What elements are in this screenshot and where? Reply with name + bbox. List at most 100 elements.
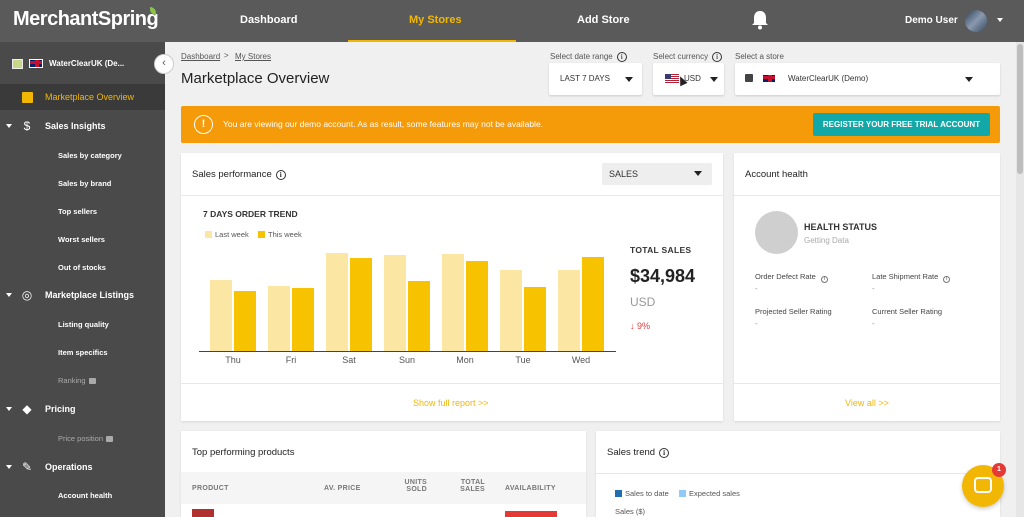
store-name: WaterClearUK (De... [49,59,125,68]
avatar[interactable] [965,10,987,32]
health-status-indicator [755,211,798,254]
section-label: Pricing [45,404,76,414]
show-full-report-link[interactable]: Show full report >> [413,398,489,408]
breadcrumb-my-stores[interactable]: My Stores [235,52,272,61]
sidebar-item-out-of-stocks[interactable]: Out of stocks [58,263,106,272]
legend-label: Expected sales [689,489,740,498]
shopping-bag-icon [745,74,753,82]
user-name[interactable]: Demo User [905,15,958,26]
bell-icon[interactable] [751,10,769,30]
health-status-title: HEALTH STATUS [804,222,877,232]
top-navbar: MerchantSpring Dashboard My Stores Add S… [0,0,1024,42]
sidebar-item-listing-quality[interactable]: Listing quality [58,320,109,329]
nav-add-store[interactable]: Add Store [577,14,630,26]
us-flag-icon [665,74,679,83]
sidebar-item-sales-by-brand[interactable]: Sales by brand [58,179,112,188]
divider [596,473,1000,474]
sidebar-item-account-health[interactable]: Account health [58,491,113,500]
bar-tue-this-week [524,287,546,351]
bar-mon-this-week [466,261,488,351]
info-icon[interactable]: i [712,52,723,62]
info-icon[interactable]: i [943,276,951,283]
x-tick-label: Fri [286,355,297,365]
uk-flag-icon [762,74,776,83]
sidebar-item-sales-by-category[interactable]: Sales by category [58,151,122,160]
metric-select[interactable]: SALES [602,163,712,185]
card-title-text: Sales trend [607,447,656,458]
chevron-down-icon [625,77,633,82]
divider [181,195,723,196]
chat-badge: 1 [992,463,1006,477]
date-range-select[interactable]: LAST 7 DAYS [549,63,642,95]
logo[interactable]: MerchantSpring [13,7,164,31]
wrench-icon: ✎ [21,460,33,474]
info-icon[interactable]: i [616,52,627,62]
bar-sun-last-week [384,255,406,351]
total-sales-value: $34,984 [630,266,696,286]
demo-banner: ! You are viewing our demo account. As a… [181,106,1000,143]
chat-icon [974,477,992,493]
register-trial-button[interactable]: REGISTER YOUR FREE TRIAL ACCOUNT [813,113,990,136]
collapse-sidebar-button[interactable]: ‹ [154,54,174,74]
sidebar: WaterClearUK (De... Marketplace Overview… [0,42,165,517]
col-total-sales[interactable]: TOTAL SALES [460,479,485,493]
sales-change: ↓ 9% [630,321,651,331]
sidebar-section-sales-insights[interactable]: $ Sales Insights [0,117,165,137]
store-icon [12,59,23,69]
sidebar-item-item-specifics[interactable]: Item specifics [58,348,108,357]
store-switcher[interactable]: WaterClearUK (De... [0,42,165,84]
sidebar-section-operations[interactable]: ✎ Operations [0,458,165,478]
y-axis-label: Sales ($) [615,507,646,516]
sidebar-section-pricing[interactable]: ◆ Pricing [0,400,165,420]
page-scrollbar[interactable] [1016,42,1024,517]
breadcrumb-separator: > [224,51,229,60]
sidebar-item-top-sellers[interactable]: Top sellers [58,207,98,216]
x-tick-label: Thu [225,355,241,365]
divider [734,383,1000,384]
x-tick-label: Tue [515,355,530,365]
breadcrumb-dashboard[interactable]: Dashboard [181,52,221,61]
sidebar-item-marketplace-overview[interactable]: Marketplace Overview [0,84,165,110]
sales-trend-card: Sales trend i Sales to date Expected sale… [596,431,1000,517]
bar-fri-this-week [292,288,314,351]
x-tick-label: Mon [456,355,474,365]
bar-wed-this-week [582,257,604,351]
bar-sat-last-week [326,253,348,351]
view-all-link[interactable]: View all >> [845,398,889,408]
info-icon[interactable]: i [820,276,828,283]
col-units-sold[interactable]: UNITS SOLD [404,479,427,493]
projected-seller-rating-value: - [755,319,758,328]
info-icon[interactable]: i [275,170,286,180]
product-thumbnail[interactable] [192,509,214,517]
scrollbar-thumb[interactable] [1017,44,1023,174]
sidebar-item-worst-sellers[interactable]: Worst sellers [58,235,105,244]
sidebar-item-ranking: Ranking [58,376,96,385]
nav-dashboard[interactable]: Dashboard [240,14,298,26]
current-seller-rating-value: - [872,319,875,328]
label-text: Select currency [653,52,709,61]
legend-sales-to-date: Sales to date [615,489,669,498]
col-availability[interactable]: AVAILABILITY [505,485,556,492]
bar-mon-last-week [442,254,464,351]
x-tick-label: Sat [342,355,356,365]
sidebar-section-marketplace-listings[interactable]: ◎ Marketplace Listings [0,286,165,306]
section-label: Sales Insights [45,121,106,131]
current-seller-rating-label: Current Seller Rating [872,307,943,316]
legend-expected-sales: Expected sales [679,489,740,498]
health-status-sub: Getting Data [804,236,849,245]
section-label: Operations [45,462,93,472]
card-title: Account health [745,169,808,180]
col-av-price[interactable]: AV. PRICE [324,485,361,492]
info-icon[interactable]: i [659,448,670,458]
metric-label: Order Defect Rate [755,272,816,281]
store-select[interactable]: WaterClearUK (Demo) [735,63,1000,95]
currency-select[interactable]: USD [653,63,724,95]
legend-this-week: This week [258,230,302,239]
card-title: Top performing products [192,447,295,458]
legend-swatch [258,231,265,238]
nav-my-stores[interactable]: My Stores [409,14,462,26]
sidebar-item-label: Price position [58,434,104,443]
chevron-down-icon[interactable] [997,18,1003,22]
col-product[interactable]: PRODUCT [192,485,229,492]
active-nav-indicator [348,40,516,42]
